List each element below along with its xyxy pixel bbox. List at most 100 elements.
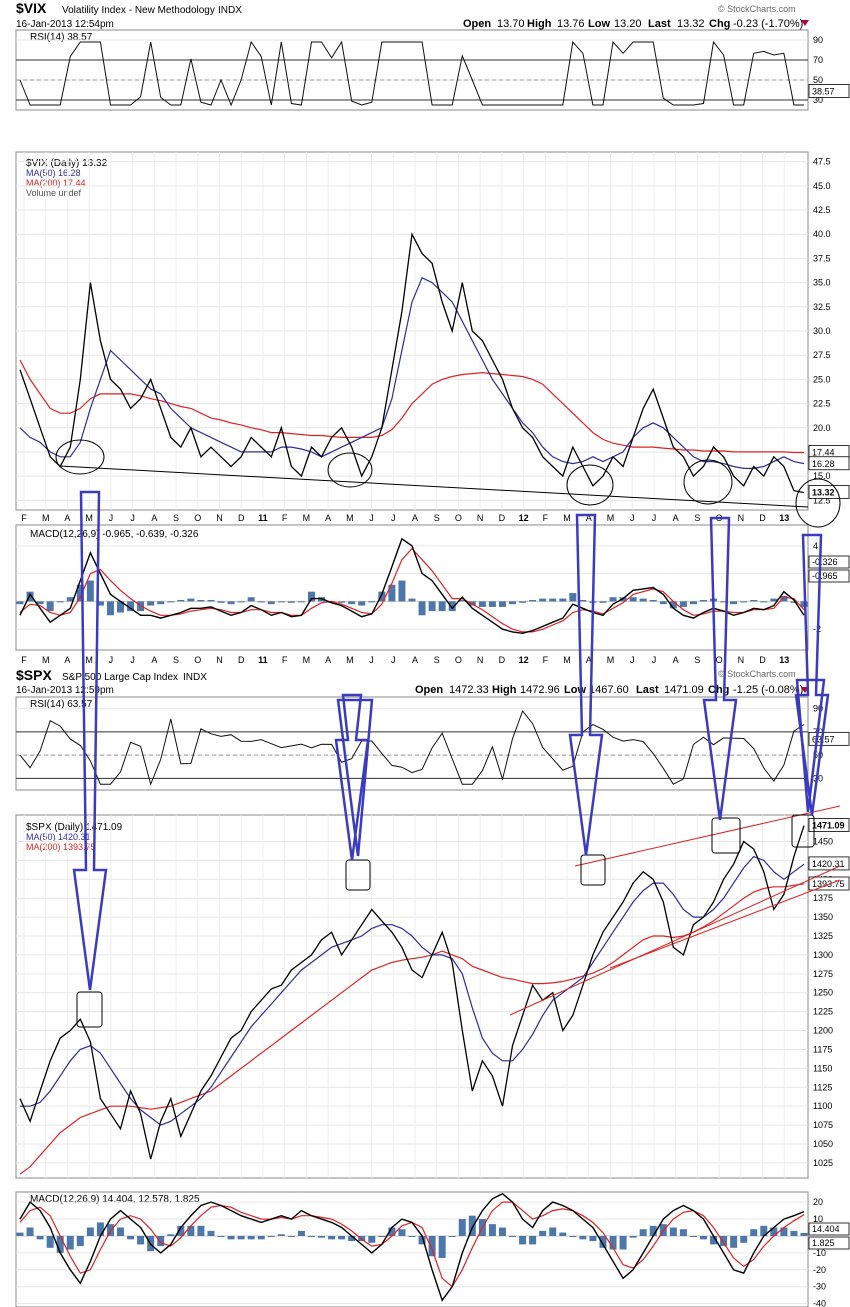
macd-histogram-bar	[458, 600, 466, 602]
y-tick-label: 1325	[813, 931, 833, 941]
macd-histogram-bar	[378, 1235, 386, 1237]
macd-histogram-bar	[76, 1235, 84, 1247]
x-tick-label: D	[759, 513, 766, 523]
x-tick-label: A	[586, 513, 592, 523]
macd-histogram-bar	[800, 1232, 808, 1236]
x-tick-label: J	[652, 655, 657, 665]
macd-histogram-bar	[669, 601, 677, 609]
macd-histogram-bar	[780, 1227, 788, 1236]
spx-ma50-line	[20, 855, 805, 1126]
x-tick-label: F	[282, 655, 288, 665]
callout-arrow	[794, 533, 830, 816]
x-tick-label: S	[434, 513, 440, 523]
panel-frame	[15, 696, 809, 791]
x-tick-label: A	[412, 655, 418, 665]
x-tick-label: N	[738, 655, 745, 665]
spx-high: 1472.96	[520, 684, 560, 696]
macd-histogram-bar	[569, 1235, 577, 1237]
vix-ma50-line	[19, 276, 805, 469]
vix-support-trendline	[59, 465, 809, 508]
macd-histogram-bar	[740, 601, 748, 603]
macd-histogram-bar	[167, 601, 175, 603]
macd-histogram-bar	[328, 1235, 336, 1240]
macd-histogram-bar	[36, 601, 44, 605]
macd-last-label: -0.326	[812, 557, 838, 567]
macd-histogram-bar	[96, 1222, 104, 1236]
vix-header: $VIX Volatility Index - New Methodology …	[16, 0, 809, 30]
y-tick-label: 1125	[813, 1082, 832, 1092]
x-tick-label: J	[391, 513, 396, 523]
last-value-box	[808, 456, 850, 471]
spx-header: $SPX S&P 500 Large Cap Index INDX 16-Jan…	[16, 667, 809, 696]
spx-high-label: High	[492, 684, 517, 696]
macd-histogram-bar	[348, 1235, 356, 1242]
spx-rsi-legend: RSI(14) 63.57	[30, 699, 93, 710]
macd-histogram-bar	[669, 1227, 677, 1236]
macd-histogram-bar	[599, 1235, 607, 1248]
macd-histogram-bar	[418, 601, 426, 616]
y-tick-label: 1275	[813, 969, 833, 979]
macd-histogram-bar	[790, 601, 798, 603]
x-tick-label: A	[325, 655, 331, 665]
spx-low: 1467.60	[589, 684, 629, 696]
y-tick-label: 1200	[813, 1026, 833, 1036]
spx-ma200-line	[19, 883, 805, 1175]
macd-histogram-bar	[348, 601, 356, 605]
spx-symbol: $SPX	[16, 667, 52, 683]
macd-histogram-bar	[468, 1215, 476, 1236]
x-tick-label: O	[716, 655, 723, 665]
macd-last-label: 1.825	[812, 1238, 835, 1248]
x-tick-label: M	[85, 513, 93, 523]
spx-ma50-legend: MA(50) 1420.31	[26, 832, 91, 842]
macd-histogram-bar	[679, 1229, 687, 1236]
macd-signal-line	[19, 547, 805, 633]
spx-high-box	[345, 859, 371, 891]
macd-histogram-bar	[579, 600, 587, 602]
y-tick-label: 42.5	[813, 205, 831, 215]
y-tick-label: 1075	[813, 1120, 833, 1130]
macd-histogram-bar	[740, 1235, 748, 1243]
macd-histogram-bar	[720, 601, 728, 603]
macd-histogram-bar	[187, 1225, 195, 1236]
macd-histogram-bar	[609, 1235, 617, 1250]
macd-histogram-bar	[408, 1235, 416, 1237]
vix-price-last-label: 13.32	[812, 487, 835, 497]
macd-histogram-bar	[157, 601, 165, 605]
y-tick-label: 32.5	[813, 302, 831, 312]
vix-chg: -0.23 (-1.70%)	[733, 18, 803, 30]
last-value-box	[808, 1236, 850, 1250]
macd-histogram-bar	[227, 601, 235, 605]
x-tick-label: F	[21, 655, 27, 665]
x-tick-label: F	[543, 655, 549, 665]
y-tick-label: 1100	[813, 1101, 832, 1111]
y-tick-label: 1175	[813, 1044, 832, 1054]
x-tick-label: A	[325, 513, 331, 523]
macd-histogram-bar	[36, 1235, 44, 1240]
macd-histogram-bar	[589, 1235, 597, 1242]
macd-histogram-bar	[780, 595, 788, 602]
x-tick-label: A	[151, 655, 157, 665]
spx-last: 1471.09	[664, 684, 704, 696]
y-tick-label: 1025	[813, 1158, 833, 1168]
macd-histogram-bar	[730, 1235, 738, 1248]
macd-histogram-bar	[498, 601, 506, 607]
vix-macd-legend: MACD(12,26,9) -0.965, -0.639, -0.326	[30, 529, 199, 540]
macd-line	[19, 537, 805, 635]
x-tick-label: M	[563, 655, 571, 665]
macd-histogram-bar	[26, 591, 34, 602]
vix-low-label: Low	[588, 18, 610, 30]
macd-histogram-bar	[689, 1235, 697, 1237]
macd-histogram-bar	[237, 1235, 245, 1240]
x-tick-label: J	[130, 655, 135, 665]
macd-histogram-bar	[117, 601, 125, 613]
macd-histogram-bar	[378, 591, 386, 602]
x-tick-label: 12	[519, 655, 529, 665]
macd-histogram-bar	[358, 1235, 366, 1242]
macd-histogram-bar	[16, 601, 24, 605]
macd-histogram-bar	[66, 597, 74, 602]
y-tick-label: -10	[813, 1248, 826, 1258]
macd-histogram-bar	[488, 1224, 496, 1236]
macd-histogram-bar	[629, 597, 637, 602]
callout-arrow	[72, 490, 108, 991]
macd-histogram-bar	[559, 598, 567, 602]
